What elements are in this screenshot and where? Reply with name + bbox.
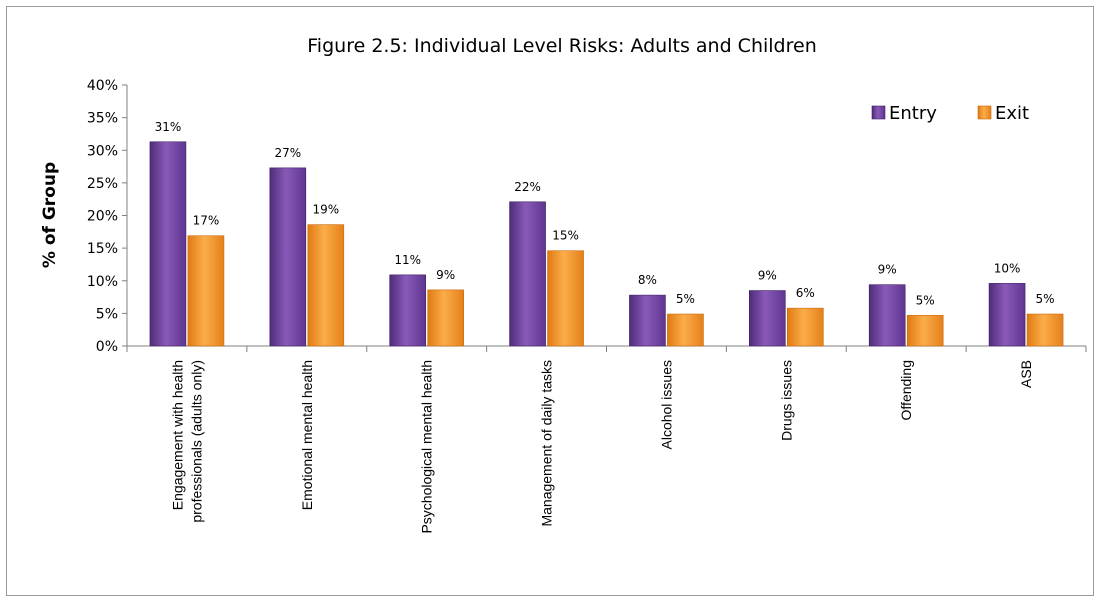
y-tick-label: 40%: [87, 78, 118, 94]
bar-exit: [906, 315, 944, 347]
x-category-label: professionals (adults only): [188, 360, 204, 523]
bar-exit: [667, 313, 704, 347]
data-label-entry: 9%: [878, 263, 897, 277]
data-label-entry: 22%: [514, 180, 541, 194]
y-tick-label: 30%: [87, 143, 118, 159]
data-label-exit: 5%: [676, 292, 695, 306]
data-label-exit: 19%: [312, 203, 339, 217]
x-category-label: Alcohol issues: [658, 360, 674, 450]
chart-title: Figure 2.5: Individual Level Risks: Adul…: [307, 35, 816, 57]
data-label-exit: 5%: [1036, 292, 1055, 306]
legend-label-entry: Entry: [889, 103, 937, 124]
bar-entry: [629, 294, 666, 347]
data-label-exit: 5%: [916, 293, 935, 307]
x-axis-categories: Engagement with health professionals (adu…: [169, 360, 1034, 534]
y-tick-label: 5%: [96, 306, 118, 322]
x-category-label: Drugs issues: [778, 360, 794, 441]
legend: Entry Exit: [871, 103, 1029, 124]
bar-exit: [787, 307, 824, 347]
data-label-entry: 31%: [155, 120, 182, 134]
y-tick-label: 25%: [87, 176, 118, 192]
data-label-exit: 9%: [436, 268, 455, 282]
bar-entry: [749, 290, 786, 347]
bar-exit: [547, 250, 584, 347]
y-tick-label: 20%: [87, 209, 118, 225]
data-label-entry: 27%: [274, 146, 301, 160]
y-tick-label: 10%: [87, 274, 118, 290]
data-label-exit: 6%: [796, 286, 815, 300]
bar-exit: [307, 224, 345, 347]
legend-swatch-entry: [871, 105, 886, 120]
y-tick-label: 35%: [87, 111, 118, 127]
y-axis-ticks: 0% 5% 10% 15% 20% 25% 30% 35% 40%: [87, 78, 127, 355]
data-label-entry: 11%: [394, 253, 421, 267]
x-category-label: Psychological mental health: [419, 360, 435, 534]
x-category-label: Offending: [898, 360, 914, 420]
bar-entry: [988, 283, 1026, 347]
bars: [149, 141, 1064, 347]
data-labels: 31% 27% 11% 22% 8% 9% 9% 10% 17% 19% 9% 15% 5% 6% 5% 5%: [155, 120, 1055, 308]
data-label-entry: 9%: [758, 269, 777, 283]
x-category-label: Management of daily tasks: [539, 360, 555, 527]
bar-entry: [509, 201, 546, 347]
bar-exit: [427, 289, 464, 347]
bar-entry: [868, 284, 906, 347]
x-category-label: Emotional mental health: [299, 360, 315, 510]
x-category-label: Engagement with health: [169, 360, 185, 510]
legend-swatch-exit: [977, 105, 992, 120]
bar-exit: [1026, 313, 1064, 347]
legend-label-exit: Exit: [995, 103, 1029, 124]
data-label-entry: 8%: [638, 273, 657, 287]
bar-exit: [187, 235, 225, 347]
data-label-entry: 10%: [994, 261, 1021, 275]
data-label-exit: 15%: [552, 229, 579, 243]
bar-entry: [389, 274, 426, 347]
y-tick-label: 15%: [87, 241, 118, 257]
y-tick-label: 0%: [96, 339, 118, 355]
data-label-exit: 17%: [193, 214, 220, 228]
bar-entry: [269, 167, 307, 347]
x-category-label: ASB: [1018, 360, 1034, 388]
bar-entry: [149, 141, 187, 347]
y-axis-label: % of Group: [40, 162, 60, 268]
